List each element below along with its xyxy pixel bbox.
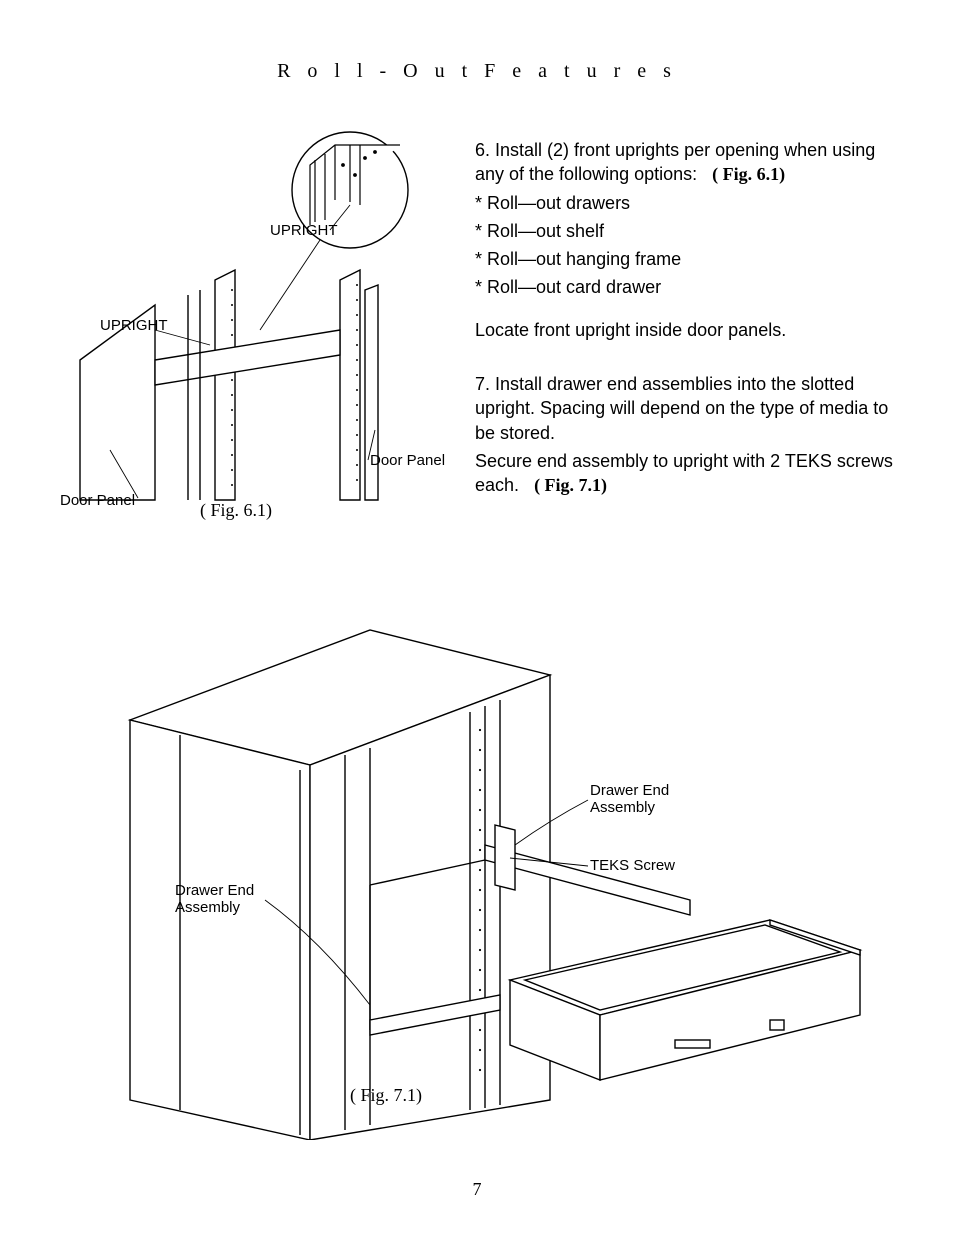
page-number: 7 (0, 1179, 954, 1200)
label-upright-detail: UPRIGHT (270, 222, 338, 239)
label-door-panel-left: Door Panel (60, 492, 135, 509)
step6-locate: Locate front upright inside door panels. (475, 318, 895, 342)
step6-bullet-1: * Roll—out shelf (475, 219, 895, 243)
figure-7-1: Drawer End Assembly TEKS Screw Drawer En… (70, 600, 890, 1140)
label-door-panel-right: Door Panel (370, 452, 445, 469)
step6-bullet-0: * Roll—out drawers (475, 191, 895, 215)
label-drawer-end-right-1: Drawer End (590, 782, 669, 799)
instructions: 6. Install (2) front uprights per openin… (475, 138, 895, 516)
page: R o l l - O u t F e a t u r e s UPRIGHT (0, 0, 954, 1235)
step6-bullet-3: * Roll—out card drawer (475, 275, 895, 299)
label-drawer-end-left-1: Drawer End (175, 882, 254, 899)
step6-intro: 6. Install (2) front uprights per openin… (475, 140, 875, 184)
figure-7-1-caption: ( Fig. 7.1) (350, 1085, 422, 1106)
step6-bullet-2: * Roll—out hanging frame (475, 247, 895, 271)
page-title: R o l l - O u t F e a t u r e s (0, 60, 954, 83)
step6-figref: ( Fig. 6.1) (712, 164, 785, 184)
figure-6-1-caption: ( Fig. 6.1) (200, 500, 272, 521)
label-drawer-end-right-2: Assembly (590, 799, 656, 816)
figure-6-1: UPRIGHT (60, 130, 460, 530)
step7-figref: ( Fig. 7.1) (534, 475, 607, 495)
step7-a: 7. Install drawer end assemblies into th… (475, 372, 895, 445)
label-teks-screw: TEKS Screw (590, 857, 675, 874)
label-upright-main: UPRIGHT (100, 317, 168, 334)
label-drawer-end-left-2: Assembly (175, 899, 241, 916)
